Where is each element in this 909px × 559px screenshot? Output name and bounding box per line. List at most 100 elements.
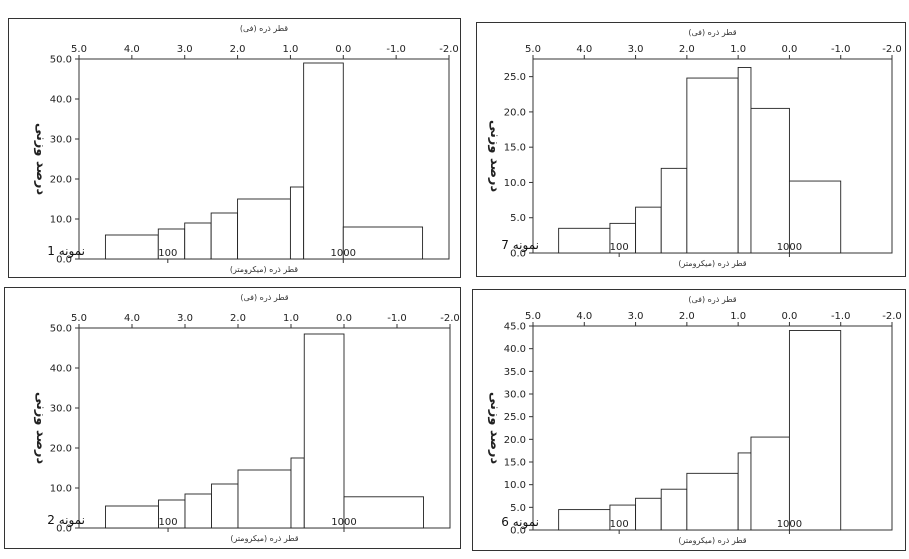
histogram-bar xyxy=(237,469,292,529)
chart-panel-sample-1: قطر ذره (فی) 5.0 4.0 3.0 2.0 1.0 0.0 -1.0 -2.0 0.… xyxy=(8,18,461,278)
sample-label: نمونه 6 xyxy=(501,515,539,530)
y-tick-label: 20.0 xyxy=(50,175,72,186)
top-axis-label: قطر ذره (فی) xyxy=(240,293,288,302)
phi-tick-label: 1.0 xyxy=(730,311,746,322)
bottom-axis-label: قطر ذره (میکرومتر) xyxy=(230,534,298,543)
y-tick-label: 20.0 xyxy=(504,107,526,118)
histogram-bar xyxy=(158,499,186,529)
histogram-bar xyxy=(290,457,305,529)
phi-tick-label: 0.0 xyxy=(781,311,797,322)
phi-tick-label: -2.0 xyxy=(882,311,902,322)
y-tick-label: 45.0 xyxy=(504,322,526,333)
phi-tick-label: -1.0 xyxy=(831,311,851,322)
histogram-bar xyxy=(104,234,159,260)
phi-tick-label: -1.0 xyxy=(831,44,851,55)
phi-tick-label: -2.0 xyxy=(440,313,460,324)
histogram-bar xyxy=(750,436,790,531)
y-axis-label: درصد وزنی xyxy=(487,120,502,193)
histogram-bar xyxy=(105,505,159,529)
um-tick-label: 100 xyxy=(610,519,629,530)
phi-tick-label: 4.0 xyxy=(124,44,140,55)
phi-tick-label: 0.0 xyxy=(335,44,351,55)
chart-panel-sample-6: قطر ذره (فی) 5.0 4.0 3.0 2.0 1.0 0.0 -1.0 -2.0 0.… xyxy=(472,289,906,551)
phi-tick-label: 5.0 xyxy=(71,313,87,324)
histogram-bar xyxy=(737,452,752,531)
histogram-bar xyxy=(686,472,739,531)
phi-tick-label: 4.0 xyxy=(576,44,592,55)
y-tick-label: 40.0 xyxy=(504,344,526,355)
y-tick-label: 30.0 xyxy=(50,404,72,415)
y-tick-label: 15.0 xyxy=(504,458,526,469)
phi-tick-label: 0.0 xyxy=(336,313,352,324)
histogram-bar xyxy=(558,227,611,254)
phi-tick-label: 3.0 xyxy=(177,313,193,324)
um-tick-label: 1000 xyxy=(777,242,802,253)
y-tick-label: 0.0 xyxy=(56,255,72,266)
phi-tick-label: -1.0 xyxy=(386,44,406,55)
bottom-axis-label: قطر ذره (میکرومتر) xyxy=(230,265,298,274)
y-tick-label: 0.0 xyxy=(56,524,72,535)
y-axis-label: درصد وزنی xyxy=(487,392,502,465)
phi-tick-label: 4.0 xyxy=(576,311,592,322)
y-tick-label: 30.0 xyxy=(50,135,72,146)
phi-tick-label: 0.0 xyxy=(781,44,797,55)
phi-tick-label: 1.0 xyxy=(730,44,746,55)
histogram-bar xyxy=(184,493,212,529)
histogram-bar xyxy=(609,504,637,531)
histogram-bar xyxy=(342,226,424,260)
phi-tick-label: -2.0 xyxy=(439,44,459,55)
phi-tick-label: 2.0 xyxy=(679,44,695,55)
histogram-sample-6: قطر ذره (فی) 5.0 4.0 3.0 2.0 1.0 0.0 -1.0 -2.0 0.… xyxy=(487,295,902,545)
histogram-bar xyxy=(289,186,305,260)
phi-tick-label: 2.0 xyxy=(679,311,695,322)
phi-tick-label: 5.0 xyxy=(525,311,541,322)
histogram-sample-7: قطر ذره (فی) 5.0 4.0 3.0 2.0 1.0 0.0 -1.0 -2.0 0.… xyxy=(487,28,902,268)
phi-tick-label: 3.0 xyxy=(628,311,644,322)
phi-tick-label: 1.0 xyxy=(282,44,298,55)
phi-tick-label: -2.0 xyxy=(882,44,902,55)
phi-tick-label: 3.0 xyxy=(177,44,193,55)
histogram-sample-1: قطر ذره (فی) 5.0 4.0 3.0 2.0 1.0 0.0 -1.0 -2.0 0.… xyxy=(33,24,459,274)
phi-tick-label: 5.0 xyxy=(71,44,87,55)
histogram-bar xyxy=(303,62,344,260)
histogram-bar xyxy=(737,67,752,254)
histogram-bar xyxy=(635,206,662,254)
bottom-axis-label: قطر ذره (میکرومتر) xyxy=(678,259,746,268)
um-tick-label: 1000 xyxy=(331,248,356,259)
phi-tick-label: 2.0 xyxy=(230,44,246,55)
y-tick-label: 10.0 xyxy=(50,484,72,495)
um-tick-label: 100 xyxy=(158,248,177,259)
y-tick-label: 5.0 xyxy=(510,503,526,514)
um-tick-label: 100 xyxy=(610,242,629,253)
histogram-bar xyxy=(750,107,790,254)
histogram-bar xyxy=(609,222,637,254)
y-tick-label: 30.0 xyxy=(504,390,526,401)
y-tick-label: 50.0 xyxy=(50,55,72,66)
y-tick-label: 5.0 xyxy=(510,213,526,224)
sample-label: نمونه 2 xyxy=(47,513,85,528)
histogram-bar xyxy=(635,497,662,531)
histogram-bar xyxy=(157,228,186,260)
um-tick-label: 1000 xyxy=(777,519,802,530)
histogram-bar xyxy=(303,333,345,529)
y-tick-label: 40.0 xyxy=(50,95,72,106)
top-axis-label: قطر ذره (فی) xyxy=(688,295,736,304)
y-tick-label: 0.0 xyxy=(510,249,526,260)
chart-panel-sample-2: قطر ذره (فی) 5.0 4.0 3.0 2.0 1.0 0.0 -1.0 -2.0 0.… xyxy=(4,287,461,549)
histogram-bar xyxy=(660,488,688,531)
y-tick-label: 20.0 xyxy=(504,435,526,446)
phi-tick-label: 3.0 xyxy=(628,44,644,55)
histogram-bar xyxy=(788,330,842,531)
y-tick-label: 10.0 xyxy=(50,215,72,226)
y-tick-label: 0.0 xyxy=(510,526,526,537)
phi-tick-label: 2.0 xyxy=(230,313,246,324)
histogram-bar xyxy=(558,509,611,531)
sample-label: نمونه 7 xyxy=(501,238,539,253)
top-axis-label: قطر ذره (فی) xyxy=(240,24,288,33)
y-tick-label: 10.0 xyxy=(504,480,526,491)
y-tick-label: 15.0 xyxy=(504,143,526,154)
phi-tick-label: 4.0 xyxy=(124,313,140,324)
histogram-bar xyxy=(660,167,688,254)
y-axis-label: درصد وزنی xyxy=(33,392,48,465)
histogram-bar xyxy=(237,198,291,260)
